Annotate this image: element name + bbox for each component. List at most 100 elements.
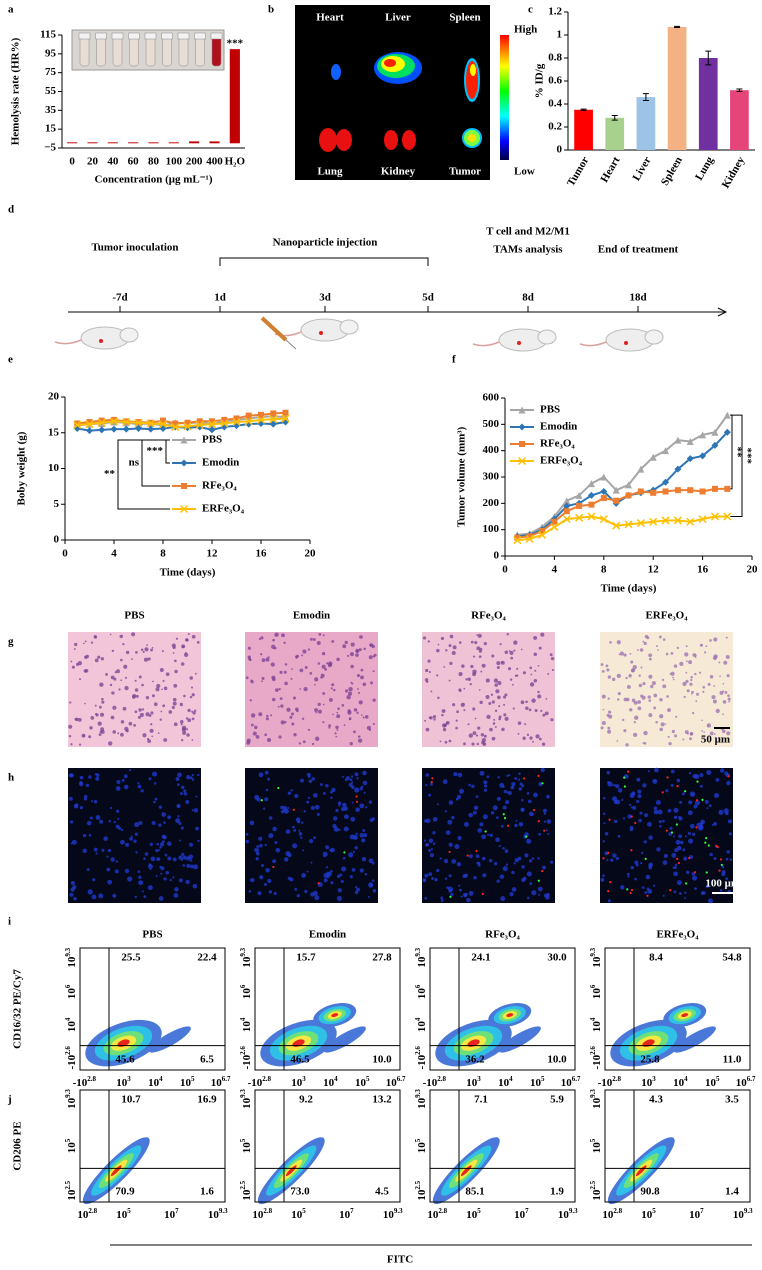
marker-stain [675, 823, 678, 826]
tick-label: 106.7 [386, 1075, 406, 1089]
nucleus-stain [367, 895, 370, 899]
nucleus [472, 655, 476, 658]
nucleus-stain [86, 868, 90, 872]
nucleus [363, 647, 366, 651]
bracket [730, 414, 743, 517]
nucleus-stain [354, 787, 360, 793]
marker [517, 456, 527, 466]
nucleus [717, 737, 721, 740]
nucleus-stain [153, 782, 157, 785]
nucleus [517, 732, 520, 735]
nucleus [155, 687, 160, 692]
bar [67, 142, 78, 144]
nucleus [529, 682, 535, 687]
nucleus-stain [502, 847, 505, 850]
nucleus [703, 651, 707, 654]
nucleus-stain [505, 863, 509, 866]
nucleus [110, 715, 115, 720]
nucleus-stain [330, 847, 335, 853]
nucleus-stain [249, 820, 255, 826]
marker [269, 415, 278, 424]
nucleus-stain [345, 776, 350, 781]
nucleus-stain [323, 872, 329, 879]
nucleus-stain [95, 852, 98, 855]
nucleus [142, 650, 145, 654]
y-axis-label: % ID/g [534, 63, 546, 98]
colorbar-label: High [514, 24, 537, 36]
marker [85, 420, 94, 429]
nucleus-stain [147, 885, 153, 891]
nucleus-stain [688, 772, 692, 775]
nucleus-stain [486, 775, 490, 779]
tick-base: -10 [73, 1077, 88, 1089]
nucleus-stain [644, 891, 648, 894]
nucleus-stain [678, 892, 682, 895]
nucleus [616, 673, 621, 679]
tick-base: 10 [241, 1021, 253, 1033]
marker-stain [634, 821, 637, 825]
marker-stain [623, 785, 626, 788]
nucleus [701, 730, 703, 732]
scale-label: 50 μm [701, 734, 730, 746]
nucleus [119, 732, 124, 737]
nucleus [110, 675, 115, 680]
quadrant-value: 46.5 [290, 1054, 310, 1066]
tick-base: 10 [291, 1077, 303, 1089]
nucleus [194, 672, 197, 675]
marker [181, 483, 187, 489]
nucleus-stain [259, 843, 263, 848]
nucleus-stain [638, 818, 642, 823]
nucleus-stain [629, 792, 635, 799]
nucleus [427, 640, 431, 643]
tube-cap [78, 32, 91, 40]
nucleus-stain [537, 886, 543, 892]
nucleus-stain [188, 854, 194, 860]
tick-exp: 5 [127, 1207, 131, 1215]
nucleus [356, 673, 361, 678]
nucleus-stain [652, 778, 658, 784]
nucleus-stain [340, 879, 344, 884]
nucleus [623, 729, 627, 733]
marker [233, 415, 240, 422]
nucleus-stain [468, 812, 473, 818]
nucleus [359, 635, 363, 639]
nucleus-stain [163, 821, 166, 824]
marker-stain [532, 808, 536, 812]
x-tick-label: 60 [128, 156, 140, 168]
timeline-day: 18d [629, 292, 646, 304]
nucleus-stain [500, 824, 504, 828]
marker [195, 420, 204, 429]
marker [698, 515, 707, 524]
nucleus [626, 685, 631, 689]
nucleus-stain [484, 784, 488, 788]
nucleus [191, 739, 194, 741]
marker [180, 436, 188, 444]
nucleus [648, 674, 653, 679]
bar [128, 142, 139, 144]
x-tick-label: 100 [166, 156, 183, 168]
tick-label: 106 [239, 984, 253, 999]
nucleus-stain [292, 843, 298, 849]
panel-letter: h [8, 772, 14, 784]
if-image [68, 768, 201, 903]
tick-label: -102.8 [598, 1075, 622, 1089]
nucleus-stain [135, 851, 138, 854]
nucleus [537, 690, 540, 694]
nucleus [261, 676, 265, 680]
nucleus-stain [457, 772, 463, 778]
marker-stain [707, 844, 710, 847]
nucleus [260, 636, 264, 640]
nucleus [437, 696, 440, 700]
nucleus-stain [197, 773, 200, 777]
marker [539, 527, 546, 534]
marker [674, 465, 682, 473]
y-tick-label: 55 [45, 85, 57, 97]
nucleus [301, 654, 304, 657]
nucleus-stain [335, 808, 339, 813]
nucleus-stain [115, 786, 121, 791]
nucleus-stain [542, 865, 547, 870]
nucleus [304, 666, 308, 669]
nucleus-stain [178, 855, 183, 860]
group-label: Emodin [293, 610, 330, 622]
nucleus-stain [325, 783, 329, 788]
